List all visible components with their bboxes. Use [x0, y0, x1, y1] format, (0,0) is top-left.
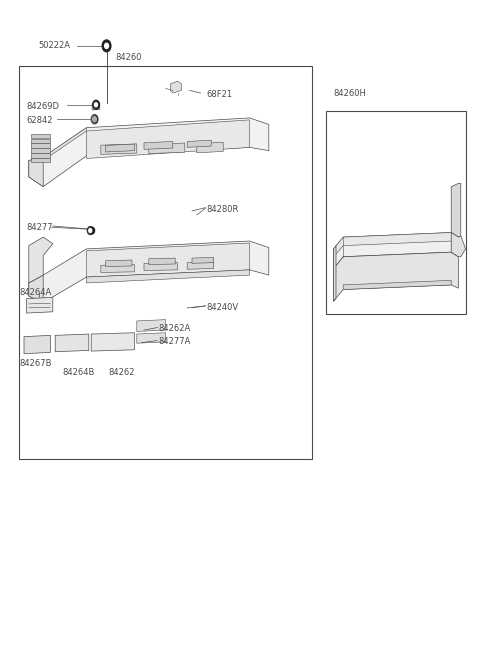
- Polygon shape: [29, 118, 269, 187]
- Polygon shape: [137, 333, 166, 343]
- Polygon shape: [334, 233, 458, 269]
- Text: 50222A: 50222A: [38, 41, 71, 50]
- Circle shape: [93, 100, 99, 109]
- Polygon shape: [24, 335, 50, 354]
- Polygon shape: [197, 142, 223, 153]
- Polygon shape: [137, 320, 166, 331]
- Polygon shape: [86, 243, 250, 277]
- Text: 84264B: 84264B: [62, 367, 95, 377]
- Polygon shape: [92, 103, 100, 110]
- Circle shape: [95, 103, 97, 107]
- Circle shape: [93, 116, 97, 122]
- Bar: [31, 149, 50, 153]
- Text: 84260: 84260: [115, 53, 142, 62]
- Polygon shape: [192, 257, 214, 263]
- Bar: [326, 111, 466, 314]
- Polygon shape: [334, 233, 458, 257]
- Bar: [19, 66, 312, 458]
- Text: 84267B: 84267B: [19, 359, 52, 368]
- Polygon shape: [334, 252, 458, 301]
- Polygon shape: [149, 143, 185, 153]
- Polygon shape: [144, 141, 173, 149]
- Polygon shape: [26, 297, 53, 313]
- Circle shape: [104, 43, 109, 49]
- Polygon shape: [106, 144, 134, 152]
- Polygon shape: [86, 120, 250, 159]
- Polygon shape: [343, 280, 451, 290]
- Polygon shape: [101, 144, 137, 155]
- Bar: [31, 159, 50, 162]
- Bar: [31, 143, 50, 148]
- Polygon shape: [187, 262, 214, 269]
- Circle shape: [89, 229, 92, 233]
- Text: 84262A: 84262A: [158, 324, 191, 333]
- Circle shape: [95, 102, 99, 108]
- Polygon shape: [106, 260, 132, 267]
- Text: 84264A: 84264A: [19, 288, 51, 297]
- Polygon shape: [451, 183, 461, 237]
- Text: 84260H: 84260H: [334, 89, 366, 98]
- Circle shape: [93, 117, 96, 122]
- Circle shape: [91, 115, 98, 124]
- Polygon shape: [101, 265, 134, 272]
- Polygon shape: [149, 258, 175, 265]
- Circle shape: [102, 40, 111, 52]
- Polygon shape: [29, 157, 43, 187]
- Text: 84277: 84277: [26, 223, 53, 232]
- Polygon shape: [29, 237, 53, 283]
- Text: 84240V: 84240V: [206, 303, 239, 312]
- Text: 84269D: 84269D: [26, 102, 60, 111]
- Circle shape: [90, 227, 95, 234]
- Polygon shape: [144, 263, 178, 271]
- Polygon shape: [187, 140, 211, 147]
- Polygon shape: [91, 333, 134, 351]
- Text: 68F21: 68F21: [206, 90, 232, 100]
- Text: 84277A: 84277A: [158, 337, 191, 346]
- Polygon shape: [86, 270, 250, 283]
- Polygon shape: [55, 334, 89, 352]
- Polygon shape: [29, 241, 269, 303]
- Polygon shape: [43, 128, 86, 160]
- Circle shape: [87, 227, 93, 234]
- Bar: [31, 153, 50, 158]
- Bar: [31, 139, 50, 143]
- Polygon shape: [451, 233, 466, 257]
- Polygon shape: [29, 275, 43, 303]
- Polygon shape: [334, 246, 336, 301]
- Text: 62842: 62842: [26, 116, 53, 125]
- Text: 84262: 84262: [108, 367, 134, 377]
- Bar: [31, 134, 50, 138]
- Text: 84280R: 84280R: [206, 205, 239, 214]
- Circle shape: [105, 43, 108, 48]
- Polygon shape: [170, 81, 181, 93]
